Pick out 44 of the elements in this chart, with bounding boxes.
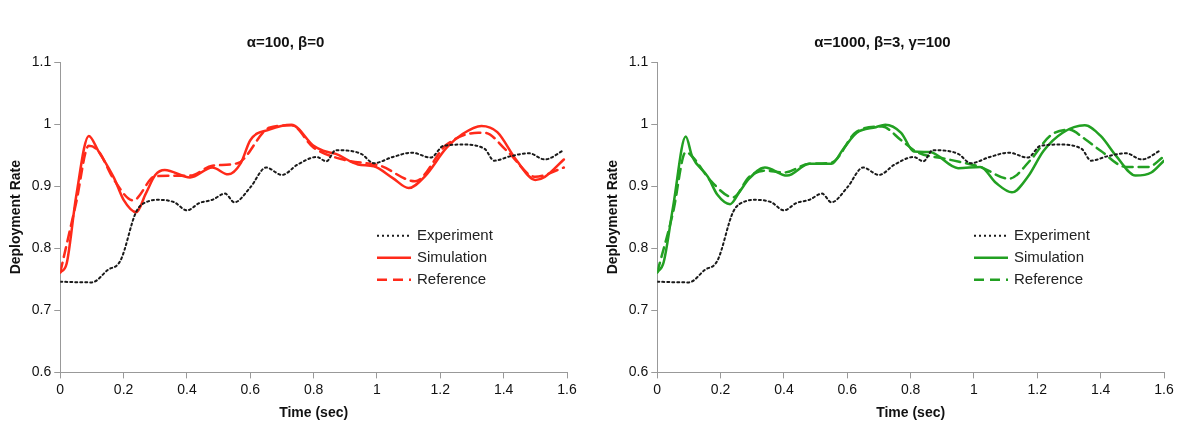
x-tick-label: 0.4 [177, 380, 197, 397]
y-axis-title: Deployment Rate [7, 159, 24, 275]
x-tick-label: 1.4 [493, 380, 514, 397]
y-tick-label: 0.8 [628, 239, 649, 256]
y-tick-label: 0.7 [628, 301, 649, 318]
x-axis-title: Time (sec) [279, 404, 349, 421]
x-tick-label: 0.4 [774, 380, 794, 397]
x-tick-label: 0.2 [113, 380, 134, 397]
line-series [60, 143, 565, 284]
y-tick-label: 0.9 [628, 177, 649, 194]
x-tick-label: 0 [56, 380, 65, 397]
x-tick-label: 0.8 [303, 380, 324, 397]
y-tick-label: 1 [640, 114, 649, 131]
y-axis-title: Deployment Rate [604, 159, 621, 275]
y-tick-label: 0.6 [628, 363, 649, 380]
x-axis-title: Time (sec) [876, 404, 946, 421]
x-tick-label: 1.2 [430, 380, 451, 397]
y-tick-label: 0.6 [31, 363, 52, 380]
legend-label: Experiment [1014, 225, 1091, 243]
x-tick-label: 0.6 [837, 380, 858, 397]
x-tick-label: 0.8 [900, 380, 921, 397]
legend-label: Reference [1014, 269, 1084, 287]
legend-label: Simulation [1014, 247, 1085, 265]
y-tick-label: 1.1 [31, 52, 52, 69]
chart-title: α=100, β=0 [246, 33, 325, 51]
x-tick-label: 1 [373, 380, 382, 397]
legend-label: Simulation [417, 247, 488, 265]
x-tick-label: 1.2 [1027, 380, 1048, 397]
y-tick-label: 0.7 [31, 301, 52, 318]
line-series [657, 143, 1162, 284]
x-tick-label: 1.4 [1090, 380, 1111, 397]
y-tick-label: 1.1 [628, 52, 649, 69]
legend-label: Reference [417, 269, 487, 287]
legend-label: Experiment [417, 225, 494, 243]
x-tick-label: 0.6 [240, 380, 261, 397]
y-tick-label: 1 [43, 114, 52, 131]
y-tick-label: 0.8 [31, 239, 52, 256]
x-tick-label: 1.6 [557, 380, 577, 397]
x-tick-label: 1.6 [1154, 380, 1174, 397]
x-tick-label: 1 [970, 380, 979, 397]
x-tick-label: 0.2 [710, 380, 731, 397]
y-tick-label: 0.9 [31, 177, 52, 194]
x-tick-label: 0 [653, 380, 662, 397]
chart-title: α=1000, β=3, γ=100 [814, 33, 951, 51]
